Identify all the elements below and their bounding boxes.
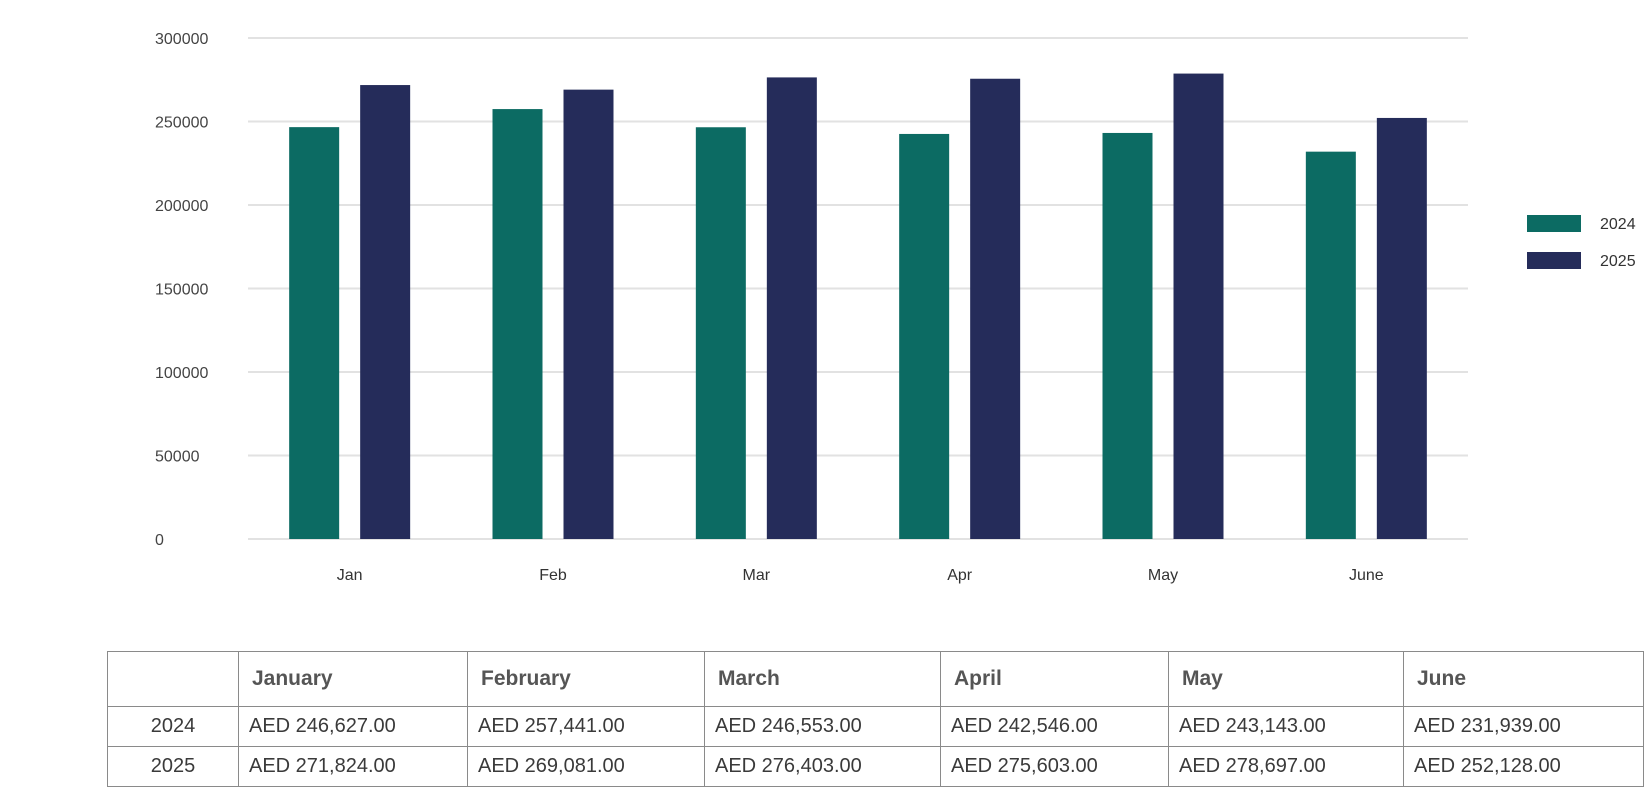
table-cell: AED 271,824.00: [238, 746, 468, 787]
table-header-march: March: [704, 651, 941, 707]
y-tick-label: 300000: [155, 31, 208, 48]
bar-2025-june: [1376, 117, 1427, 540]
bar-2025-mar: [766, 77, 817, 540]
table-cell: AED 242,546.00: [940, 706, 1169, 747]
table-header-blank: [107, 651, 239, 707]
bar-2025-feb: [563, 89, 614, 539]
x-tick-label: Feb: [539, 567, 567, 584]
x-tick-label: Jan: [337, 567, 363, 584]
data-table: January February March April May June 20…: [107, 651, 1644, 787]
y-tick-label: 50000: [155, 449, 200, 466]
table-header-row: January February March April May June: [107, 651, 1644, 707]
x-tick-label: June: [1349, 567, 1384, 584]
table-cell: AED 231,939.00: [1403, 706, 1644, 747]
table-cell: AED 257,441.00: [467, 706, 705, 747]
bar-2024-june: [1305, 151, 1356, 539]
y-tick-label: 250000: [155, 115, 208, 132]
bar-2025-may: [1173, 73, 1224, 539]
table-cell: AED 246,627.00: [238, 706, 468, 747]
table-cell: AED 278,697.00: [1168, 746, 1404, 787]
table-cell: AED 276,403.00: [704, 746, 941, 787]
table-row: 2024 AED 246,627.00 AED 257,441.00 AED 2…: [107, 706, 1644, 747]
bar-2025-apr: [970, 78, 1021, 540]
bar-2024-mar: [695, 127, 746, 539]
bar-2024-may: [1102, 132, 1153, 540]
table-row-year: 2024: [107, 706, 239, 747]
legend-swatch-2024: [1527, 215, 1581, 232]
table-cell: AED 269,081.00: [467, 746, 705, 787]
x-tick-label: May: [1148, 567, 1178, 584]
x-tick-label: Apr: [947, 567, 973, 584]
table-cell: AED 243,143.00: [1168, 706, 1404, 747]
x-tick-label: Mar: [743, 567, 771, 584]
legend-swatch-2025: [1527, 252, 1581, 269]
table-header-january: January: [238, 651, 468, 707]
table-header-may: May: [1168, 651, 1404, 707]
table-cell: AED 275,603.00: [940, 746, 1169, 787]
table-header-february: February: [467, 651, 705, 707]
bar-2024-jan: [289, 127, 340, 540]
y-tick-label: 100000: [155, 365, 208, 382]
table-cell: AED 246,553.00: [704, 706, 941, 747]
table-row: 2025 AED 271,824.00 AED 269,081.00 AED 2…: [107, 746, 1644, 787]
table-header-june: June: [1403, 651, 1644, 707]
bar-2025-jan: [360, 85, 411, 539]
legend-label-2024: 2024: [1600, 216, 1636, 233]
legend-label-2025: 2025: [1600, 253, 1636, 270]
bar-2024-apr: [899, 133, 950, 539]
table-header-april: April: [940, 651, 1169, 707]
y-tick-label: 150000: [155, 282, 208, 299]
bar-2024-feb: [492, 109, 543, 539]
table-cell: AED 252,128.00: [1403, 746, 1644, 787]
y-tick-label: 0: [155, 532, 164, 549]
bar-chart: 0 50000 100000 150000 200000 250000 300000 Jan F…: [155, 31, 1636, 584]
y-tick-label: 200000: [155, 198, 208, 215]
table-row-year: 2025: [107, 746, 239, 787]
